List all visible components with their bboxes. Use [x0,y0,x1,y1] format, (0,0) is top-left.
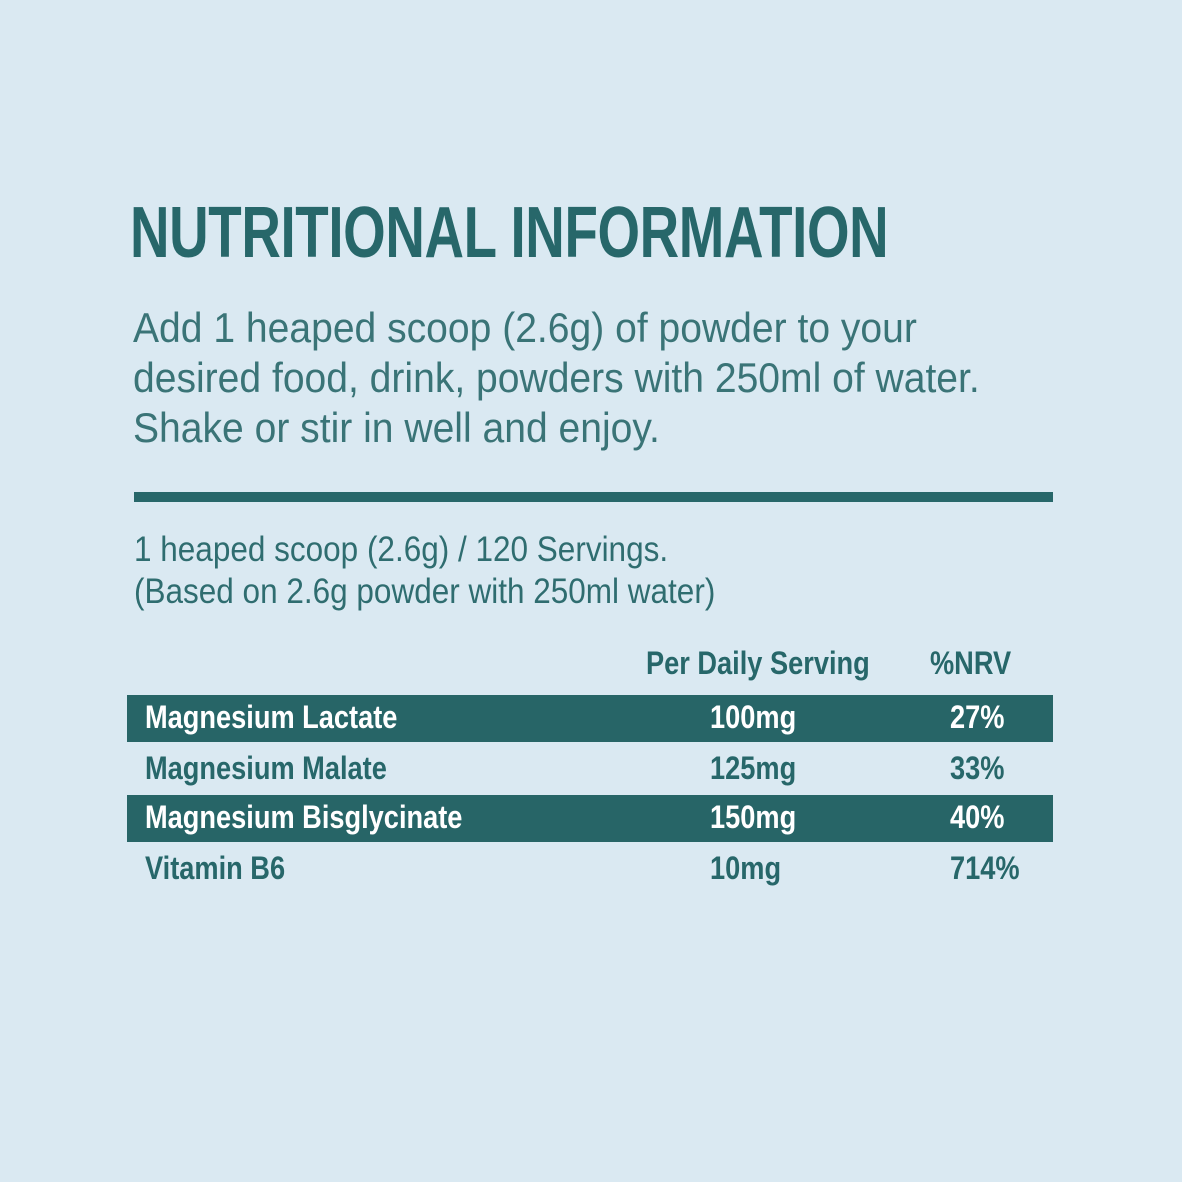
nutrient-nrv: 27% [950,699,1005,735]
page-title: NUTRITIONAL INFORMATION [130,193,889,273]
nutrient-name: Magnesium Bisglycinate [145,799,463,835]
nutrient-name: Magnesium Lactate [145,699,398,735]
nutrient-nrv: 33% [950,750,1005,786]
serving-size: 1 heaped scoop (2.6g) / 120 Servings. [134,530,669,569]
header-per-daily-serving: Per Daily Serving [646,645,870,681]
table-row: Magnesium Lactate 100mg 27% [127,695,1053,742]
instructions-line-2: desired food, drink, powders with 250ml … [133,354,980,401]
table-row: Vitamin B6 10mg 714% [127,846,1053,893]
instructions-line-1: Add 1 heaped scoop (2.6g) of powder to y… [133,304,917,351]
instructions-line-3: Shake or stir in well and enjoy. [133,404,660,451]
nutrient-nrv: 714% [950,850,1020,886]
nutrient-nrv: 40% [950,799,1005,835]
serving-basis: (Based on 2.6g powder with 250ml water) [134,572,716,611]
nutrient-amount: 150mg [710,799,797,835]
nutrient-name: Vitamin B6 [145,850,286,886]
nutrient-name: Magnesium Malate [145,750,387,786]
nutrient-amount: 125mg [710,750,797,786]
table-row: Magnesium Bisglycinate 150mg 40% [127,795,1053,842]
header-nrv: %NRV [930,645,1012,681]
nutrient-amount: 100mg [710,699,797,735]
nutrient-amount: 10mg [710,850,782,886]
table-row: Magnesium Malate 125mg 33% [127,746,1053,793]
divider [134,492,1053,502]
